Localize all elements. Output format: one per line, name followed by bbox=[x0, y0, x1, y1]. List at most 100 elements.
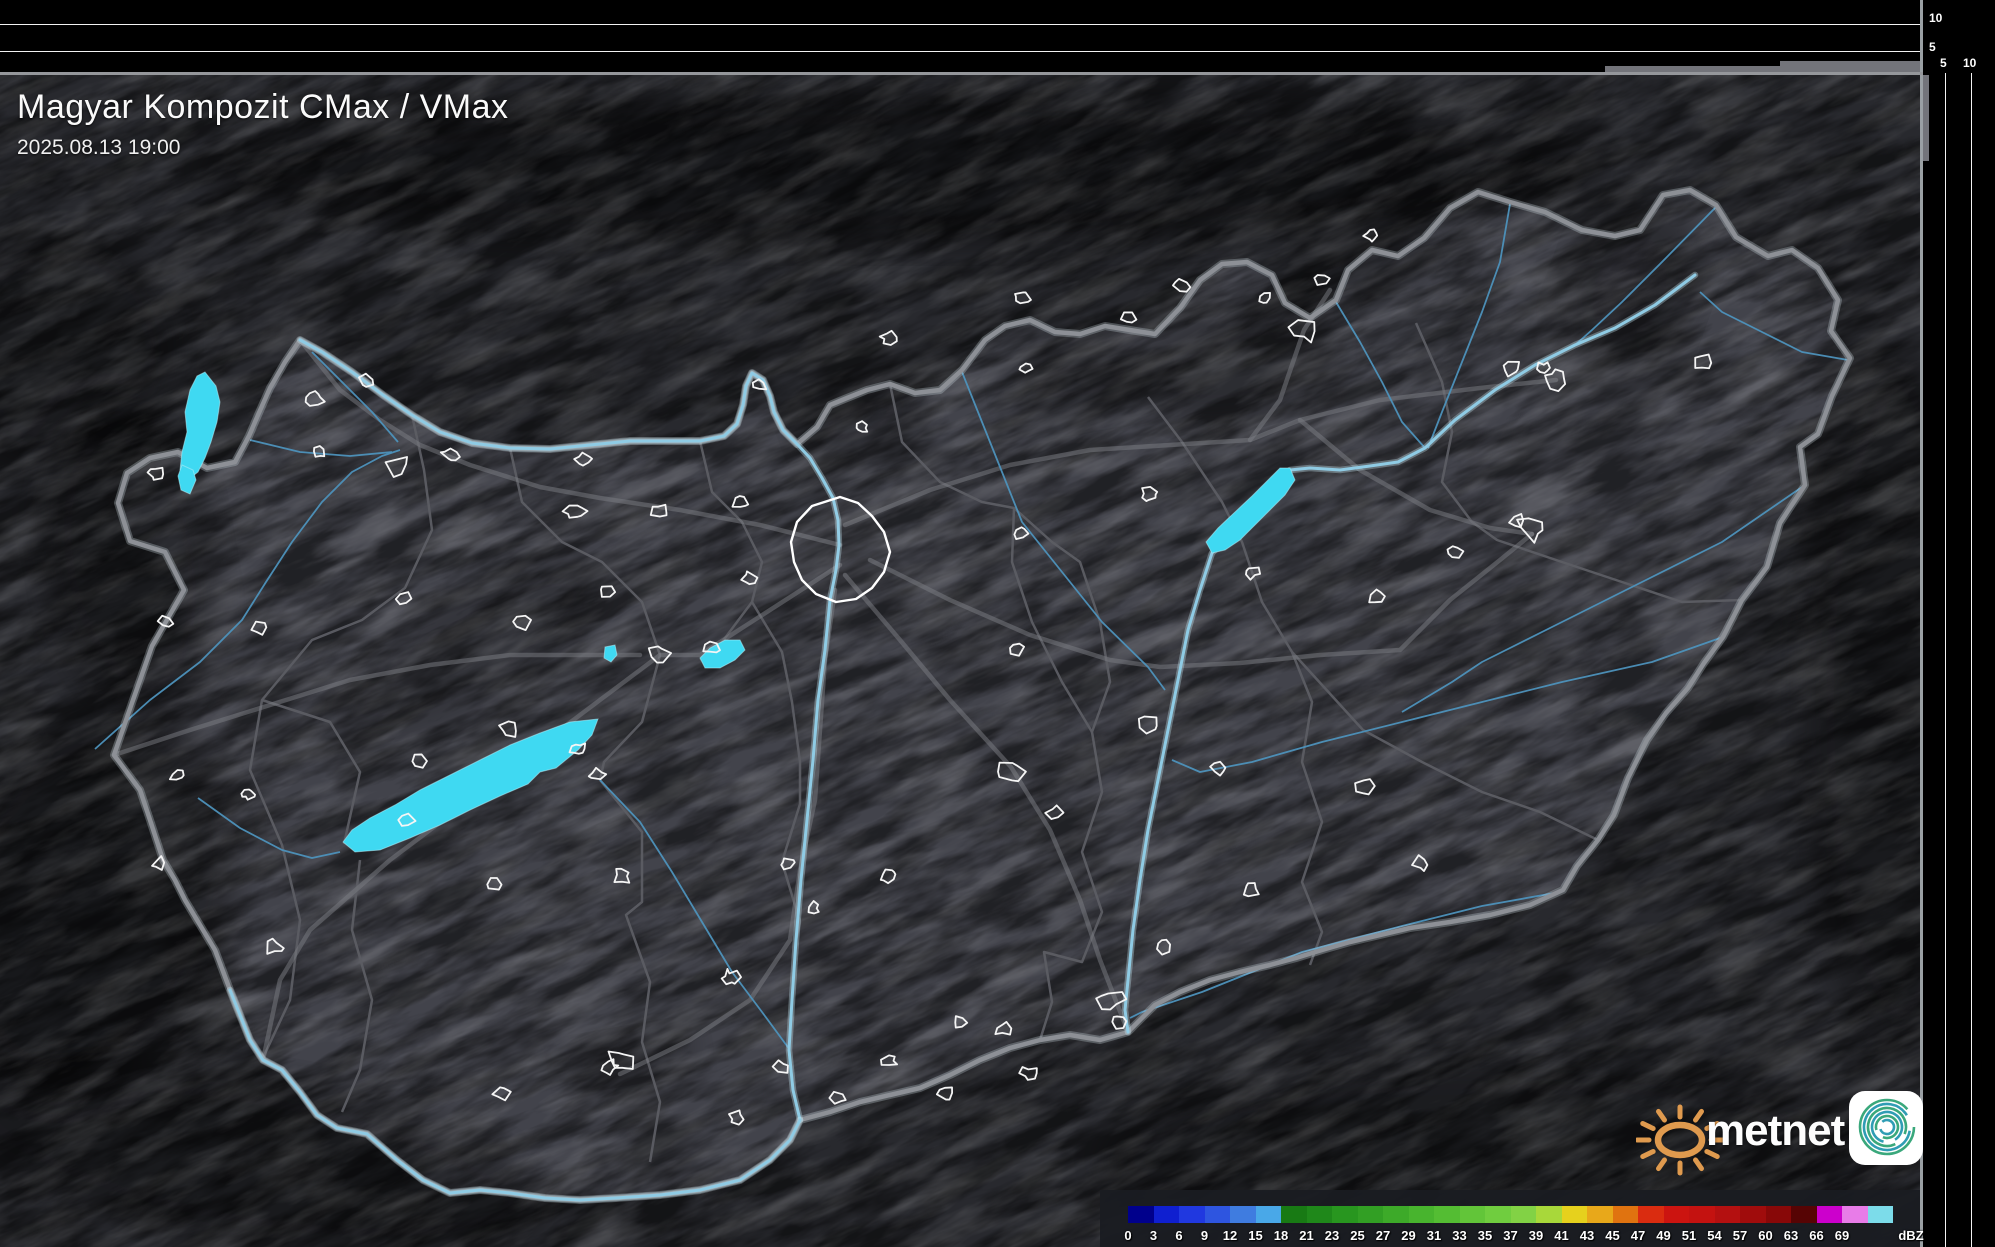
colorbar-swatch bbox=[1740, 1206, 1766, 1223]
city-outline bbox=[1018, 1066, 1038, 1081]
city-outline bbox=[1242, 882, 1260, 898]
colorbar-tick: 41 bbox=[1554, 1228, 1569, 1243]
city-outline bbox=[1137, 715, 1158, 735]
colorbar-tick: 15 bbox=[1248, 1228, 1263, 1243]
colorbar-unit: dBZ bbox=[1898, 1228, 1924, 1243]
city-outline bbox=[994, 1021, 1013, 1036]
city-outline bbox=[740, 570, 759, 586]
colorbar-swatch bbox=[1357, 1206, 1383, 1223]
colorbar-swatch bbox=[1332, 1206, 1358, 1223]
colorbar-tick: 39 bbox=[1528, 1228, 1544, 1243]
city-outline bbox=[498, 720, 517, 738]
colorbar-tick: 25 bbox=[1350, 1228, 1365, 1243]
city-outline bbox=[1502, 360, 1520, 378]
city-outline bbox=[486, 877, 503, 891]
city-outline bbox=[613, 867, 631, 884]
city-outline bbox=[1245, 566, 1262, 581]
title-block: Magyar Kompozit CMax / VMax 2025.08.13 1… bbox=[17, 88, 509, 160]
city-outline bbox=[1287, 319, 1316, 344]
colorbar-tick: 47 bbox=[1630, 1228, 1646, 1243]
city-outline bbox=[151, 855, 166, 871]
colorbar-swatch bbox=[1765, 1206, 1791, 1223]
city-outline bbox=[1536, 361, 1551, 374]
colorbar-tick: 57 bbox=[1732, 1228, 1748, 1243]
city-outline bbox=[649, 503, 668, 518]
colorbar-swatch bbox=[1561, 1206, 1587, 1223]
colorbar-swatch bbox=[1816, 1206, 1842, 1223]
lake-pond_west bbox=[603, 644, 618, 663]
right-axis-label-10: 10 bbox=[1963, 56, 1977, 70]
projection-axis-corner: 10 5 5 10 bbox=[1923, 0, 1995, 73]
city-outline bbox=[1156, 938, 1172, 956]
colorbar-tick: 37 bbox=[1503, 1228, 1518, 1243]
city-outline bbox=[313, 445, 326, 458]
panel-separator-line bbox=[1920, 0, 1923, 1247]
colorbar-tick: 54 bbox=[1707, 1228, 1722, 1243]
metnet-branding: metnet bbox=[1634, 1082, 1936, 1182]
colorbar-tick: 51 bbox=[1681, 1228, 1697, 1243]
city-outline bbox=[304, 390, 326, 407]
colorbar-swatch bbox=[1230, 1206, 1256, 1223]
city-outline bbox=[168, 769, 185, 781]
city-outline bbox=[1446, 545, 1465, 559]
colorbar-swatch bbox=[1459, 1206, 1485, 1223]
colorbar-swatch bbox=[1587, 1206, 1613, 1223]
city-outline bbox=[1111, 1015, 1128, 1030]
right-projection-panel bbox=[1923, 73, 1995, 1247]
city-budapest bbox=[789, 495, 892, 604]
city-outline bbox=[1119, 311, 1138, 324]
city-outline bbox=[439, 447, 461, 462]
city-outline bbox=[1694, 353, 1713, 370]
colorbar-swatch bbox=[1255, 1206, 1281, 1223]
colorbar-tick: 43 bbox=[1579, 1228, 1595, 1243]
city-outline bbox=[250, 620, 268, 636]
city-outline bbox=[600, 1058, 620, 1076]
colorbar-tick: 66 bbox=[1809, 1228, 1824, 1243]
top-panel-10km-gridline bbox=[0, 24, 1920, 25]
map-frame-top-border bbox=[0, 72, 1923, 75]
colorbar-tick: 27 bbox=[1375, 1228, 1391, 1243]
colorbar-tick: 0 bbox=[1124, 1228, 1132, 1243]
city-outline bbox=[600, 585, 617, 598]
city-outline bbox=[780, 857, 796, 871]
colorbar-tick: 12 bbox=[1222, 1228, 1238, 1243]
colorbar-tick: 35 bbox=[1477, 1228, 1493, 1243]
city-outline bbox=[1258, 291, 1271, 304]
colorbar-swatch bbox=[1281, 1206, 1307, 1223]
colorbar-swatch bbox=[1306, 1206, 1332, 1223]
city-outline bbox=[1095, 991, 1128, 1011]
city-outline bbox=[266, 937, 285, 955]
city-outline bbox=[702, 640, 721, 654]
colorbar-swatch bbox=[1612, 1206, 1638, 1223]
city-outline bbox=[1209, 760, 1227, 777]
city-outline bbox=[935, 1086, 954, 1101]
colorbar-tick: 3 bbox=[1149, 1228, 1158, 1243]
city-outline bbox=[720, 968, 742, 986]
right-axis-label-5: 5 bbox=[1940, 56, 1947, 70]
colorbar-swatch bbox=[1153, 1206, 1179, 1223]
colorbar-swatches bbox=[1128, 1206, 1893, 1223]
city-outline bbox=[568, 742, 587, 755]
colorbar-swatch bbox=[1689, 1206, 1715, 1223]
colorbar-tick: 21 bbox=[1299, 1228, 1314, 1243]
city-outline bbox=[512, 614, 532, 632]
colorbar-tick: 60 bbox=[1758, 1228, 1773, 1243]
colorbar-tick: 31 bbox=[1426, 1228, 1442, 1243]
timestamp: 2025.08.13 19:00 bbox=[17, 136, 181, 159]
colorbar-tick: 9 bbox=[1200, 1228, 1209, 1243]
colorbar-tick: 23 bbox=[1324, 1228, 1340, 1243]
colorbar-tick: 29 bbox=[1401, 1228, 1416, 1243]
colorbar-swatch bbox=[1663, 1206, 1689, 1223]
right-panel-10km-gridline bbox=[1971, 73, 1972, 1247]
city-outline bbox=[647, 645, 673, 664]
city-outline bbox=[1141, 485, 1159, 503]
colorbar-swatch bbox=[1638, 1206, 1664, 1223]
city-outline bbox=[954, 1015, 969, 1029]
dbz-colorbar: 0 3 6 9 12 15 18 21 23 25 27 29 31 33 35 37 39 41 43 45 47 49… bbox=[1100, 1190, 1924, 1247]
metnet-app-icon bbox=[1849, 1091, 1923, 1165]
city-outline bbox=[1009, 642, 1026, 657]
city-outline bbox=[828, 1090, 847, 1105]
lake-ferto_tail bbox=[177, 464, 197, 495]
colorbar-tick: 33 bbox=[1452, 1228, 1467, 1243]
